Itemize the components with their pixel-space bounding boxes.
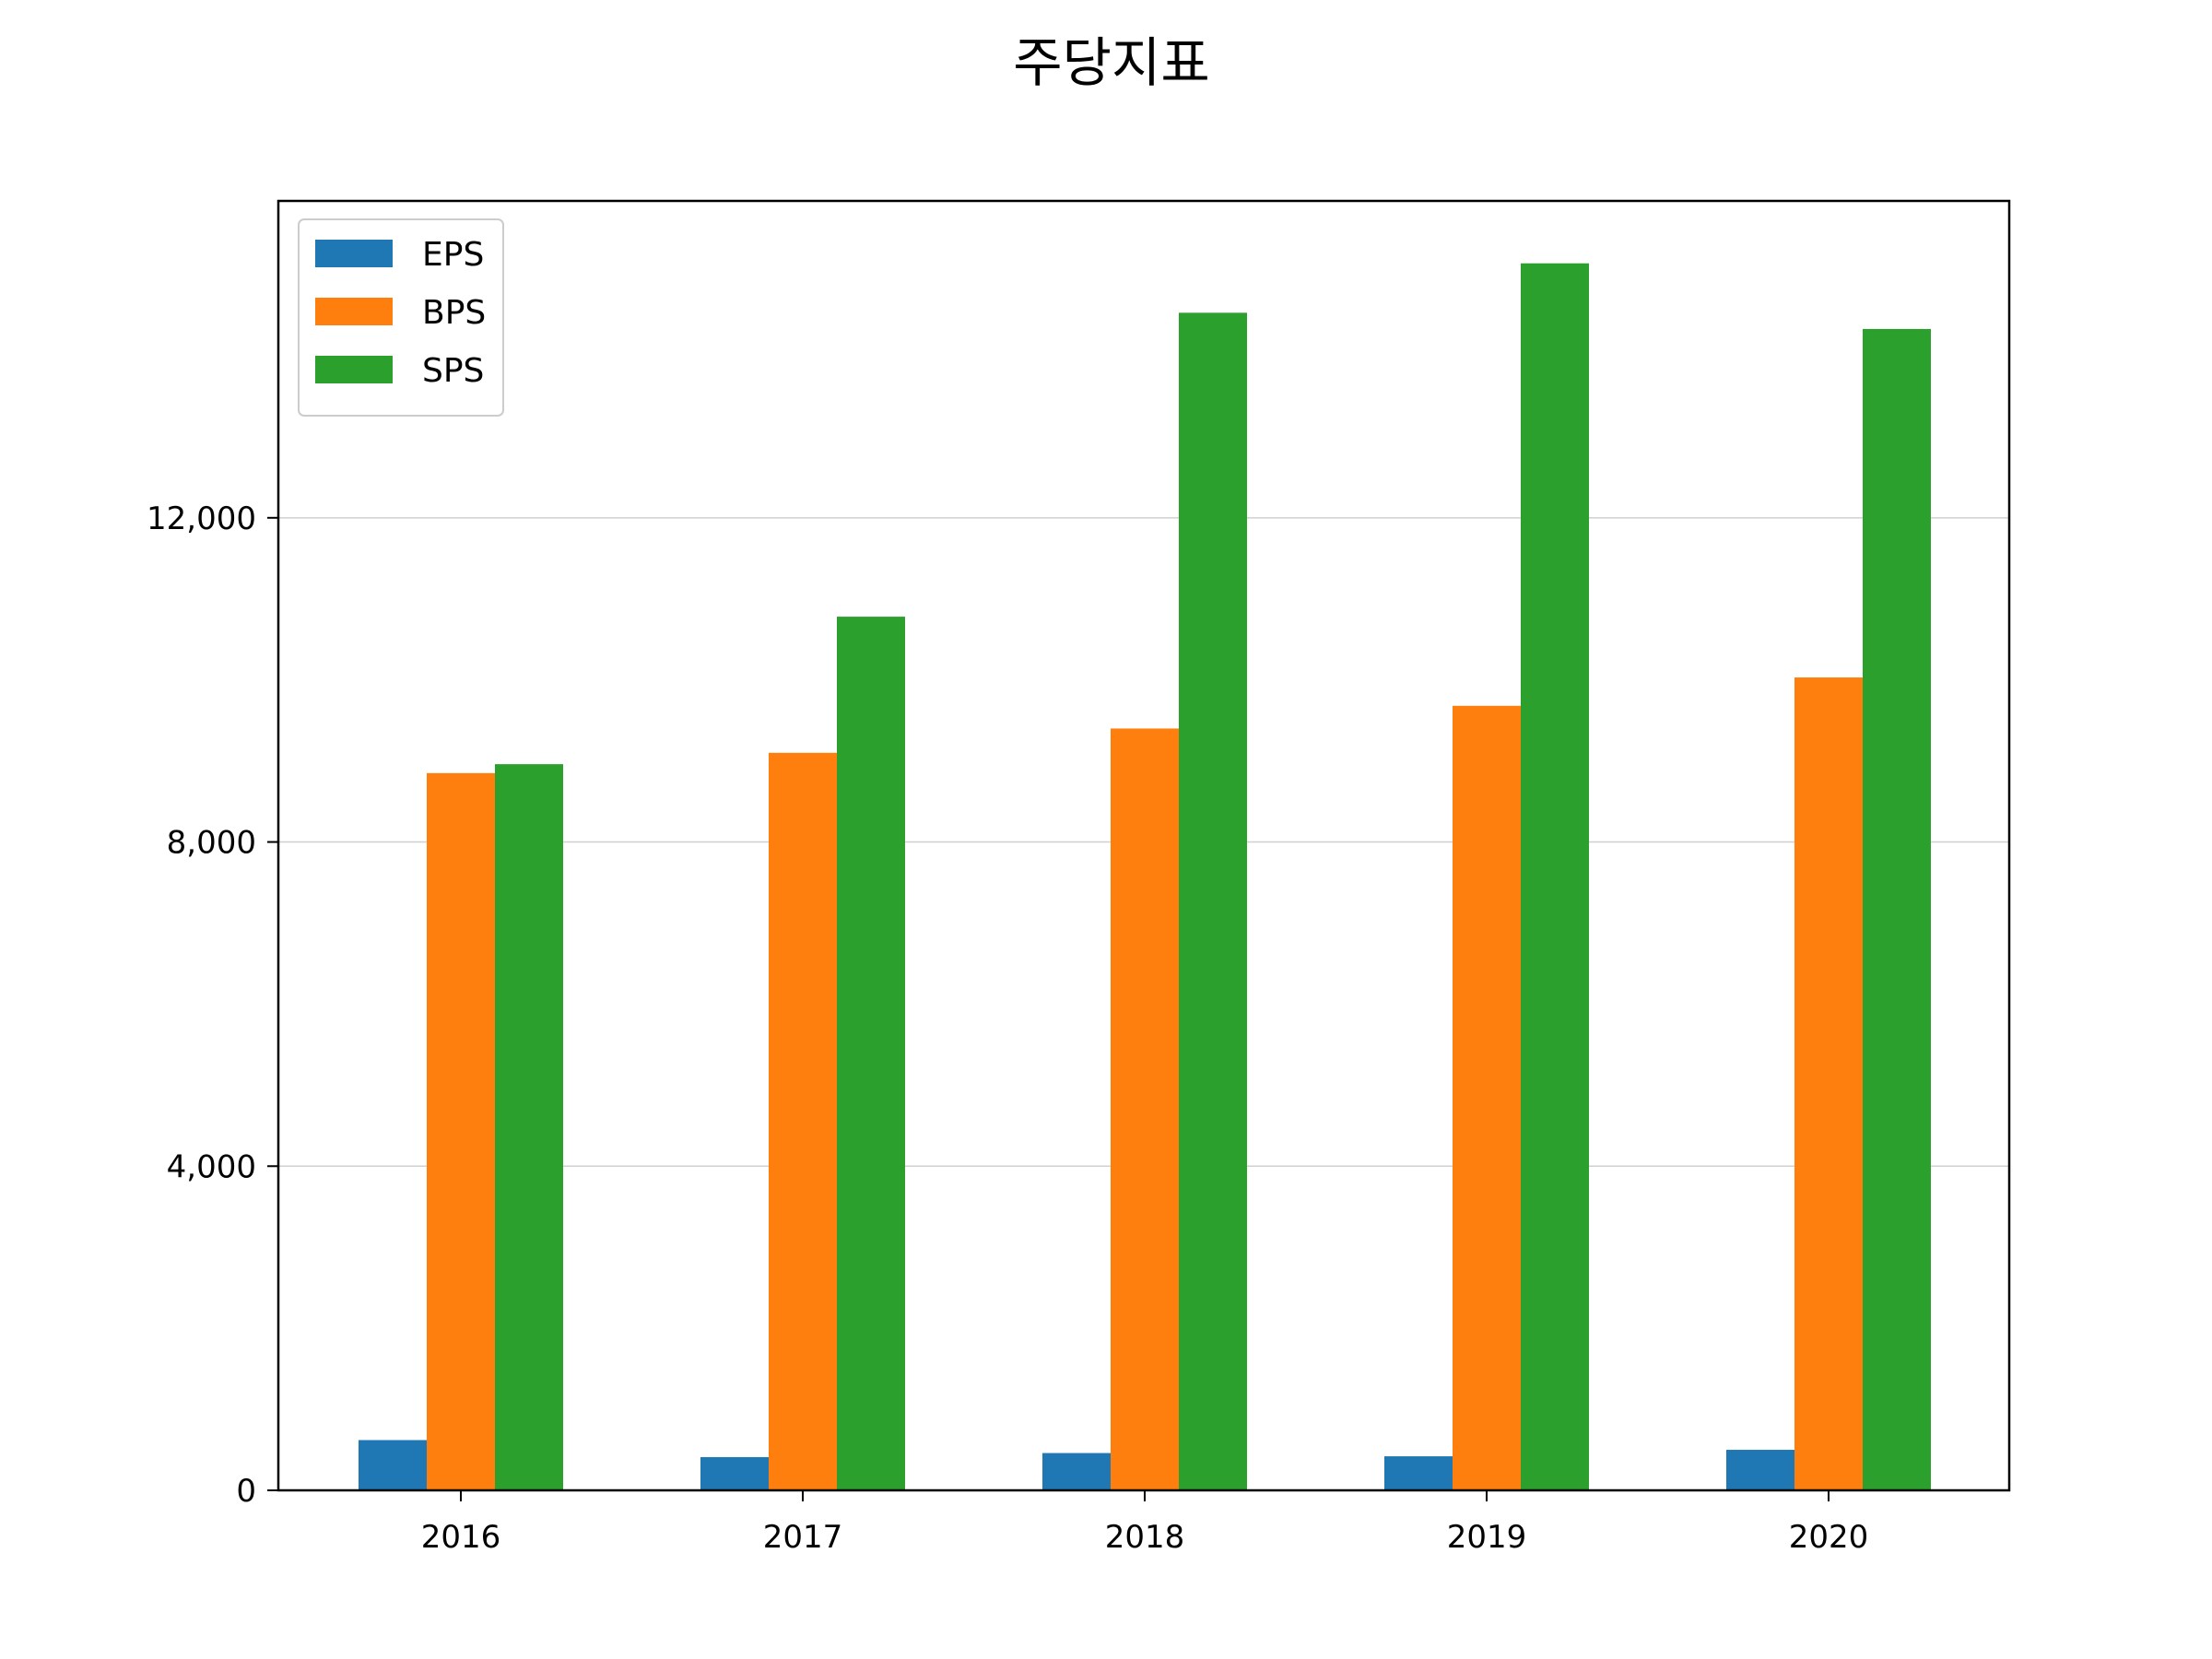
legend-label-sps: SPS	[422, 352, 484, 390]
bar-sps-2020	[1863, 328, 1931, 1490]
legend-swatch-bps	[315, 298, 393, 325]
bar-bps-2018	[1111, 728, 1179, 1490]
y-tick-label-3: 12,000	[147, 500, 256, 537]
bar-eps-2019	[1384, 1456, 1453, 1490]
bar-sps-2017	[837, 617, 905, 1490]
x-tick-label-2019: 2019	[1447, 1519, 1527, 1556]
bar-sps-2019	[1521, 263, 1589, 1490]
bar-bps-2016	[427, 772, 495, 1490]
axes: 0 4,000 8,000 12,000 2016 2017 2018 2019 2020	[147, 199, 2011, 1556]
bars	[359, 263, 1931, 1490]
y-tick-label-0: 0	[236, 1473, 256, 1510]
bar-eps-2017	[700, 1456, 769, 1490]
bar-bps-2020	[1794, 677, 1863, 1490]
legend-swatch-sps	[315, 356, 393, 383]
bar-eps-2020	[1726, 1450, 1794, 1490]
x-tick-label-2018: 2018	[1105, 1519, 1185, 1556]
bar-sps-2018	[1179, 312, 1247, 1490]
legend: EPS BPS SPS	[298, 218, 504, 417]
x-tick-label-2016: 2016	[421, 1519, 501, 1556]
x-tick-label-2020: 2020	[1789, 1519, 1869, 1556]
legend-label-eps: EPS	[422, 236, 484, 274]
x-tick-label-2017: 2017	[763, 1519, 843, 1556]
bar-sps-2016	[495, 764, 563, 1490]
y-tick-label-1: 4,000	[167, 1148, 256, 1185]
bar-eps-2018	[1042, 1453, 1111, 1490]
legend-label-bps: BPS	[422, 294, 486, 332]
bar-bps-2019	[1453, 705, 1521, 1490]
y-tick-label-2: 8,000	[167, 825, 256, 862]
bar-bps-2017	[769, 752, 837, 1490]
legend-swatch-eps	[315, 240, 393, 267]
bar-eps-2016	[359, 1440, 427, 1490]
chart-title: 주당지표	[1013, 31, 1209, 94]
